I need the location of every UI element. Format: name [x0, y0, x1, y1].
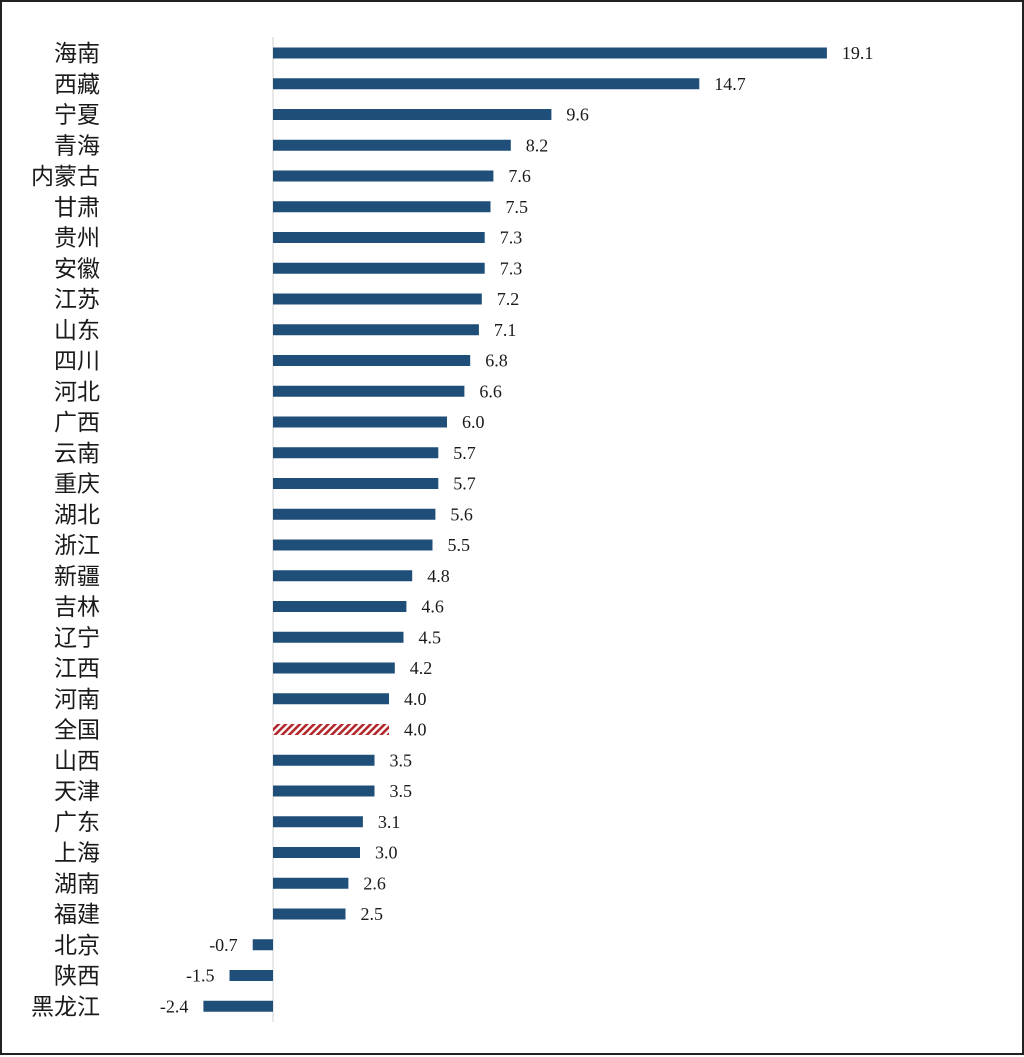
- bar: [229, 970, 273, 981]
- bar: [273, 754, 375, 766]
- bar: [273, 508, 436, 520]
- value-label: 2.5: [361, 904, 384, 924]
- bar: [273, 47, 827, 59]
- category-label: 内蒙古: [31, 164, 100, 190]
- bar: [273, 232, 485, 243]
- value-label: 8.2: [526, 135, 549, 155]
- category-label: 新疆: [54, 564, 100, 590]
- bar: [273, 139, 511, 151]
- value-label: 4.0: [404, 720, 427, 740]
- value-label: 4.5: [419, 627, 442, 647]
- value-label: 7.6: [508, 166, 531, 186]
- bar: [273, 324, 479, 336]
- value-label: 6.6: [479, 381, 502, 401]
- category-label: 甘肃: [54, 195, 100, 221]
- category-label: 山东: [54, 318, 100, 344]
- category-label: 重庆: [54, 472, 100, 498]
- bar: [273, 170, 494, 182]
- value-label: 4.8: [427, 566, 450, 586]
- value-label: 19.1: [842, 43, 874, 63]
- category-label: 贵州: [54, 226, 100, 252]
- category-label: 宁夏: [54, 103, 100, 129]
- category-label: 河南: [54, 687, 100, 713]
- value-label: 3.0: [375, 843, 398, 863]
- value-label: 4.0: [404, 689, 427, 709]
- value-label: 3.5: [390, 750, 413, 770]
- value-label: 3.1: [378, 812, 401, 832]
- bar: [273, 262, 485, 274]
- bar: [273, 693, 389, 705]
- category-label: 山西: [54, 748, 100, 774]
- category-label: 江西: [54, 656, 100, 682]
- bar: [273, 570, 413, 582]
- value-label: 5.6: [450, 504, 473, 524]
- category-label: 湖南: [54, 871, 100, 897]
- bar: [273, 847, 360, 858]
- bar: [273, 447, 439, 459]
- bar: [273, 385, 465, 397]
- category-label: 北京: [54, 933, 100, 959]
- value-label: -2.4: [160, 996, 189, 1016]
- bar: [273, 662, 395, 674]
- value-label: 2.6: [363, 873, 386, 893]
- bar: [273, 293, 482, 305]
- value-label: 6.0: [462, 412, 485, 432]
- bar: [273, 355, 471, 366]
- value-label: 5.5: [448, 535, 471, 555]
- bar: [273, 785, 375, 797]
- category-label: 广西: [54, 410, 100, 436]
- bar: [273, 908, 346, 920]
- category-label: 河北: [54, 379, 100, 405]
- category-label: 海南: [54, 41, 100, 67]
- value-label: 9.6: [566, 105, 589, 125]
- bar: [273, 539, 433, 551]
- category-label: 安徽: [54, 256, 100, 282]
- value-label: 3.5: [390, 781, 413, 801]
- value-label: -0.7: [209, 935, 238, 955]
- category-label: 西藏: [54, 72, 100, 98]
- bar-highlight: [273, 724, 389, 735]
- value-label: 5.7: [453, 474, 476, 494]
- value-label: 7.3: [500, 258, 523, 278]
- category-label: 福建: [54, 902, 100, 928]
- bar: [273, 631, 404, 643]
- category-label: 吉林: [54, 595, 100, 621]
- value-label: 7.3: [500, 228, 523, 248]
- category-label: 青海: [54, 133, 100, 159]
- value-label: 6.8: [485, 351, 508, 371]
- category-label: 黑龙江: [31, 994, 100, 1020]
- bar: [273, 816, 363, 828]
- bar: [203, 1000, 273, 1012]
- category-label: 陕西: [54, 964, 100, 990]
- category-label: 浙江: [54, 533, 100, 559]
- category-label: 全国: [54, 718, 100, 744]
- category-label: 湖北: [54, 502, 100, 528]
- bar: [273, 601, 407, 612]
- bar: [273, 478, 439, 489]
- category-label: 四川: [54, 349, 100, 375]
- bars-group: 海南 19.1 西藏 14.7 宁夏 9.6 青海 8.2 内蒙古 7.6 甘肃 7.5 贵州 7.3 安徽…: [31, 41, 873, 1020]
- bar: [273, 201, 491, 213]
- value-label: -1.5: [186, 966, 215, 986]
- value-label: 4.6: [421, 597, 444, 617]
- bar: [273, 877, 349, 889]
- category-label: 江苏: [54, 287, 100, 313]
- bar: [252, 939, 273, 951]
- category-label: 云南: [54, 441, 100, 467]
- value-label: 4.2: [410, 658, 433, 678]
- bar: [273, 78, 700, 90]
- value-label: 14.7: [714, 74, 746, 94]
- value-label: 5.7: [453, 443, 476, 463]
- category-label: 上海: [54, 841, 100, 867]
- value-label: 7.5: [506, 197, 529, 217]
- value-label: 7.1: [494, 320, 517, 340]
- bar: [273, 416, 447, 428]
- category-label: 天津: [54, 779, 100, 805]
- bar: [273, 109, 552, 120]
- category-label: 广东: [54, 810, 100, 836]
- category-label: 辽宁: [54, 625, 100, 651]
- value-label: 7.2: [497, 289, 520, 309]
